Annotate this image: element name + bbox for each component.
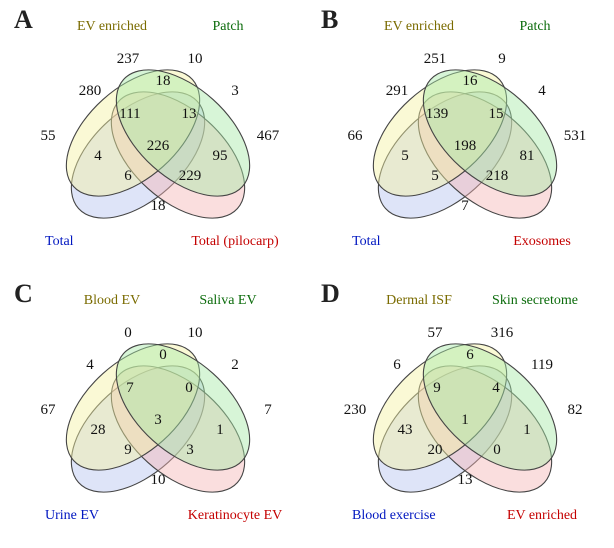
region-count-AD: 81: [520, 148, 535, 164]
region-count-AB: 6: [466, 347, 474, 363]
region-count-A_only: 237: [117, 51, 140, 67]
region-count-BD: 2: [231, 357, 239, 373]
set-label-C: Total: [45, 234, 74, 249]
region-count-ACD: 20: [428, 442, 443, 458]
region-count-C_only: 230: [344, 402, 367, 418]
region-count-B_only: 316: [491, 325, 514, 341]
region-count-ABD: 13: [182, 106, 197, 122]
region-count-C_only: 55: [41, 128, 56, 144]
region-count-AD: 1: [216, 422, 224, 438]
set-label-B: Skin secretome: [492, 293, 578, 308]
set-label-D: EV enriched: [507, 508, 577, 523]
region-count-A_only: 57: [428, 325, 444, 341]
region-count-BD: 3: [231, 83, 239, 99]
set-label-C: Urine EV: [45, 508, 99, 523]
region-count-CD: 13: [458, 472, 473, 488]
set-label-D: Total (pilocarp): [191, 234, 279, 249]
set-label-B: Saliva EV: [199, 293, 256, 308]
set-label-A: Blood EV: [84, 293, 140, 308]
region-count-A_only: 0: [124, 325, 132, 341]
region-count-CD: 18: [151, 198, 166, 214]
venn-panel-D: D Dermal ISF Skin secretome Blood exercise E…: [321, 279, 583, 523]
region-count-AC: 6: [393, 357, 401, 373]
region-count-D_only: 467: [257, 128, 280, 144]
region-count-ABD: 15: [489, 106, 504, 122]
set-label-A: Dermal ISF: [386, 293, 452, 308]
region-count-ABCD: 198: [454, 138, 477, 154]
venn-panel-A: A EV enriched Patch Total Total (pilocarp) 23…: [14, 5, 280, 249]
region-count-ABCD: 226: [147, 138, 170, 154]
region-count-ABCD: 3: [154, 412, 162, 428]
region-count-ACD: 6: [124, 168, 132, 184]
region-count-BD: 4: [538, 83, 546, 99]
region-count-D_only: 531: [564, 128, 587, 144]
region-count-BC: 28: [91, 422, 106, 438]
region-count-C_only: 67: [41, 402, 57, 418]
set-label-D: Exosomes: [513, 234, 571, 249]
region-count-AC: 4: [86, 357, 94, 373]
set-label-B: Patch: [212, 19, 243, 34]
region-count-C_only: 66: [348, 128, 364, 144]
panel-label: D: [321, 279, 340, 308]
region-count-B_only: 9: [498, 51, 506, 67]
region-count-AB: 0: [159, 347, 167, 363]
region-count-CD: 7: [461, 198, 469, 214]
region-count-ABD: 0: [185, 380, 193, 396]
region-count-BCD: 218: [486, 168, 509, 184]
region-count-BCD: 229: [179, 168, 202, 184]
set-label-A: EV enriched: [384, 19, 454, 34]
region-count-B_only: 10: [188, 325, 203, 341]
region-count-A_only: 251: [424, 51, 447, 67]
region-count-BCD: 0: [493, 442, 501, 458]
region-count-BC: 43: [398, 422, 413, 438]
region-count-AB: 16: [463, 73, 479, 89]
region-count-BD: 119: [531, 357, 553, 373]
region-count-D_only: 82: [568, 402, 583, 418]
region-count-AB: 18: [156, 73, 171, 89]
region-count-AC: 291: [386, 83, 409, 99]
region-count-ABC: 111: [119, 106, 140, 122]
panel-label: C: [14, 279, 33, 308]
region-count-ABC: 9: [433, 380, 441, 396]
region-count-BCD: 3: [186, 442, 194, 458]
venn-panel-B: B EV enriched Patch Total Exosomes 251 9 66 531 1…: [321, 5, 586, 249]
region-count-ACD: 5: [431, 168, 439, 184]
region-count-AC: 280: [79, 83, 102, 99]
region-count-AD: 95: [213, 148, 228, 164]
region-count-D_only: 7: [264, 402, 272, 418]
region-count-B_only: 10: [188, 51, 203, 67]
region-count-ABD: 4: [492, 380, 500, 396]
panel-label: A: [14, 5, 33, 34]
set-label-C: Blood exercise: [352, 508, 436, 523]
region-count-AD: 1: [523, 422, 531, 438]
region-count-CD: 10: [151, 472, 166, 488]
region-count-BC: 5: [401, 148, 409, 164]
region-count-ABC: 139: [426, 106, 449, 122]
set-label-B: Patch: [519, 19, 550, 34]
panel-label: B: [321, 5, 338, 34]
set-label-A: EV enriched: [77, 19, 147, 34]
set-label-C: Total: [352, 234, 381, 249]
region-count-BC: 4: [94, 148, 102, 164]
region-count-ABC: 7: [126, 380, 134, 396]
region-count-ACD: 9: [124, 442, 132, 458]
region-count-ABCD: 1: [461, 412, 469, 428]
set-label-D: Keratinocyte EV: [188, 508, 282, 523]
venn-panel-C: C Blood EV Saliva EV Urine EV Keratinocyte E…: [14, 279, 282, 523]
